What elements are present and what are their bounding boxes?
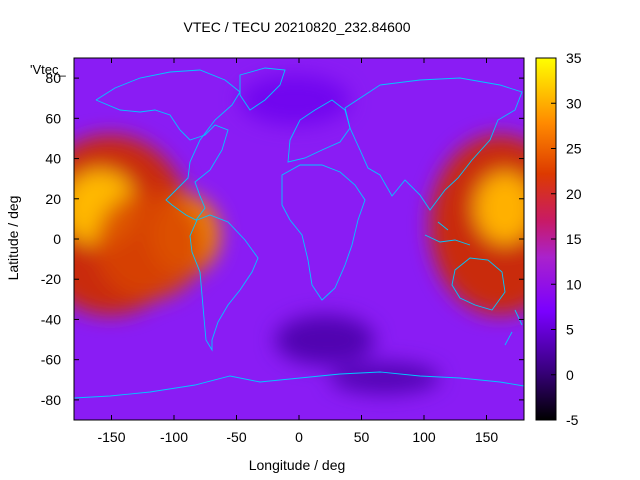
y-tick-label: 80 [45, 70, 61, 86]
y-tick-label: 20 [45, 191, 61, 207]
y-tick-label: -80 [41, 392, 61, 408]
x-axis-label: Longitude / deg [249, 457, 346, 473]
minimum-antarctic [330, 362, 440, 394]
coast-asia [344, 77, 523, 211]
coastlines [74, 67, 524, 399]
colorbar-tick-label: 15 [566, 231, 582, 247]
coast-indonesia [424, 221, 471, 246]
colorbar-tick-label: 35 [566, 50, 582, 66]
coast-africa [281, 164, 366, 301]
colorbar-tick-label: 30 [566, 95, 582, 111]
y-tick-label: -40 [41, 311, 61, 327]
coast-south-america [189, 214, 259, 352]
x-tick-label: 100 [412, 429, 436, 445]
coast-australia [451, 257, 506, 311]
y-tick-label: -20 [41, 271, 61, 287]
minimum-arctic [240, 75, 350, 125]
colorbar-tick-label: 0 [566, 367, 574, 383]
colorbar-tick-label: 20 [566, 186, 582, 202]
x-tick-label: -50 [226, 429, 246, 445]
colorbar-axis: 35 30 25 20 15 10 5 0 -5 [551, 50, 582, 428]
y-axis: 80 60 40 20 0 -20 -40 -60 -80 [41, 70, 524, 408]
colorbar-tick-label: 25 [566, 141, 582, 157]
minimum-southern-ocean [275, 315, 375, 365]
y-tick-label: 0 [53, 231, 61, 247]
x-tick-label: 50 [354, 429, 370, 445]
coast-greenland [239, 67, 286, 111]
hotspot-west-pacific-core [475, 172, 524, 244]
coast-new-zealand [504, 309, 523, 346]
coast-north-america [95, 69, 241, 221]
coast-europe [287, 99, 351, 163]
colorbar-tick-label: 10 [566, 276, 582, 292]
x-tick-label: 0 [295, 429, 303, 445]
x-tick-label: -150 [97, 429, 125, 445]
map-key-label: 'Vtec_ [30, 62, 66, 77]
hotspot-south-america-band [95, 190, 205, 300]
x-tick-label: -100 [160, 429, 188, 445]
x-axis: -150 -100 -50 0 50 100 150 [97, 58, 498, 445]
x-tick-label: 150 [475, 429, 499, 445]
y-tick-label: 60 [45, 110, 61, 126]
coast-antarctica [74, 371, 524, 399]
y-tick-label: -60 [41, 352, 61, 368]
plot-title: VTEC / TECU 20210820_232.84600 [183, 19, 410, 35]
heatmap-area [74, 58, 524, 420]
y-axis-label: Latitude / deg [5, 196, 21, 281]
y-tick-label: 40 [45, 151, 61, 167]
colorbar-tick-label: 5 [566, 322, 574, 338]
colorbar-tick-label: -5 [566, 412, 579, 428]
